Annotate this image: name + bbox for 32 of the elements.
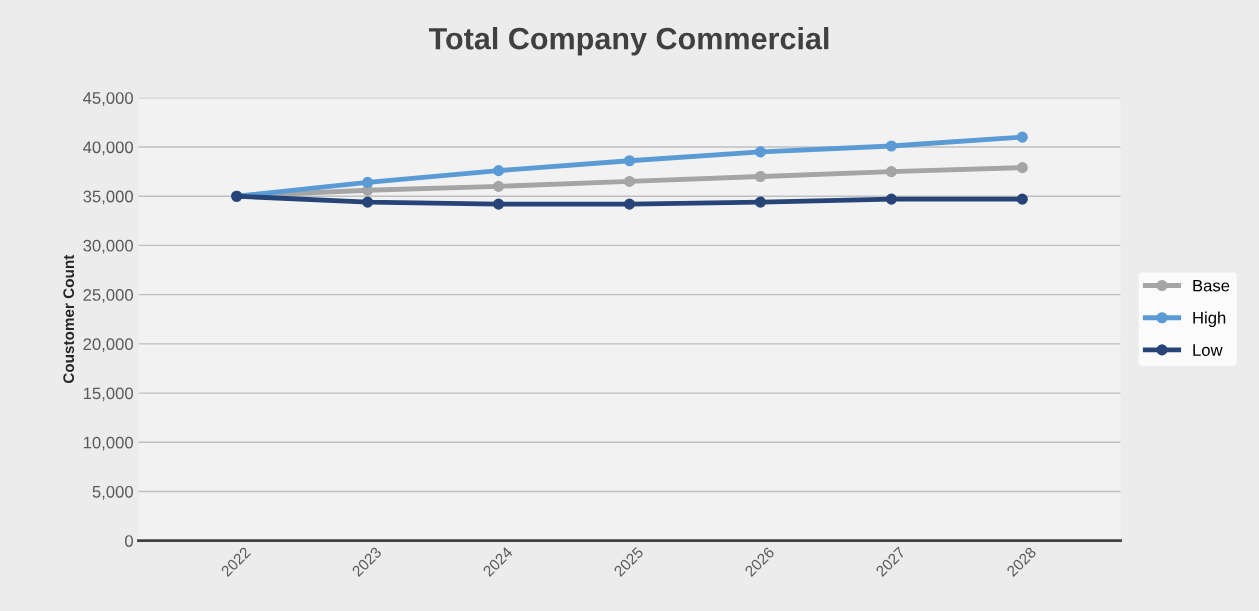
point	[623, 175, 636, 187]
point	[623, 155, 636, 167]
point	[885, 166, 897, 178]
legend-label: Base	[1193, 279, 1230, 292]
y-tick-label: 20,000	[83, 338, 133, 353]
y-tick-label: 25,000	[83, 289, 133, 303]
y-tick-label: 10,000	[83, 436, 133, 451]
y-tick-label: 45,000	[83, 92, 133, 106]
point	[362, 196, 374, 208]
legend-label: Low	[1193, 344, 1223, 356]
point	[885, 193, 897, 205]
point	[493, 180, 505, 192]
point	[754, 146, 766, 158]
point	[1016, 162, 1028, 174]
point	[885, 140, 897, 152]
y-tick-label: 35,000	[83, 190, 133, 205]
point	[754, 170, 766, 183]
y-axis-title: Coustomer Count	[63, 254, 75, 384]
y-tick-label: 30,000	[83, 239, 133, 254]
point	[1016, 131, 1028, 143]
point	[493, 165, 505, 177]
y-tick-label: 15,000	[83, 387, 133, 402]
chart-title: Total Company Commercial	[428, 27, 829, 56]
y-tick-label: 40,000	[83, 141, 133, 156]
point	[1016, 193, 1028, 205]
y-tick-label: 0	[125, 535, 133, 547]
point	[362, 176, 374, 188]
legend-label: High	[1193, 311, 1226, 328]
point	[754, 196, 766, 208]
point	[623, 198, 636, 210]
y-tick-label: 5,000	[92, 485, 133, 500]
point	[493, 198, 505, 210]
